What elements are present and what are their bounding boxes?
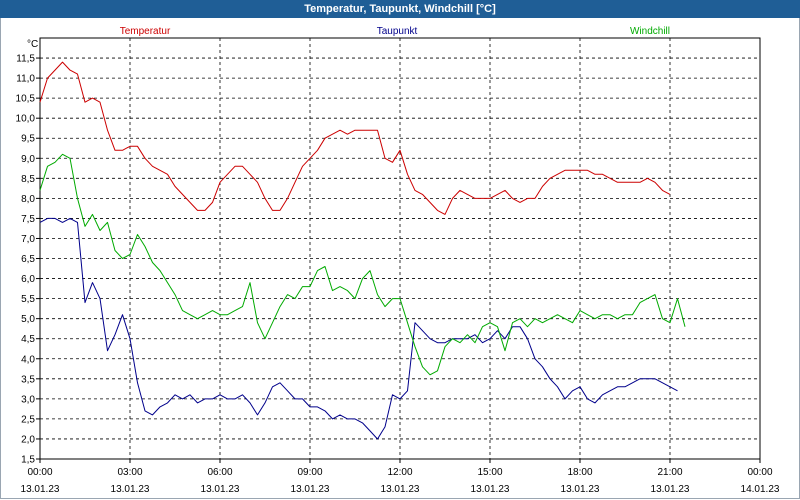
y-tick-label: 4,0	[21, 354, 35, 365]
y-tick-label: 5,0	[21, 314, 35, 325]
series-line-temperatur	[39, 61, 671, 215]
y-tick-label: 2,0	[21, 434, 35, 445]
y-tick-label: 11,5	[16, 54, 35, 65]
x-tick-date-label: 13.01.23	[381, 484, 420, 495]
x-tick-date-label: 13.01.23	[561, 484, 600, 495]
y-tick-label: 9,0	[21, 154, 35, 165]
legend-entry-windchill: Windchill	[630, 26, 670, 37]
legend-entry-temperatur: Temperatur	[120, 26, 171, 37]
legend-entry-taupunkt: Taupunkt	[377, 26, 418, 37]
y-tick-label: 8,5	[21, 174, 35, 185]
x-tick-time-label: 00:00	[747, 467, 772, 478]
y-tick-label: 7,0	[21, 234, 35, 245]
y-tick-label: 11,0	[16, 74, 35, 85]
y-tick-label: 9,5	[21, 134, 35, 145]
x-tick-date-label: 13.01.23	[21, 484, 60, 495]
x-tick-date-label: 13.01.23	[651, 484, 690, 495]
y-tick-label: 5,5	[21, 294, 35, 305]
x-tick-date-label: 13.01.23	[201, 484, 240, 495]
x-tick-date-label: 13.01.23	[471, 484, 510, 495]
x-tick-date-label: 13.01.23	[291, 484, 330, 495]
chart-title: Temperatur, Taupunkt, Windchill [°C]	[0, 0, 800, 18]
y-tick-label: 6,5	[21, 254, 35, 265]
y-tick-label: 2,5	[21, 414, 35, 425]
x-tick-time-label: 18:00	[567, 467, 592, 478]
series-line-taupunkt	[39, 217, 678, 440]
x-tick-time-label: 21:00	[657, 467, 682, 478]
y-tick-label: 1,5	[21, 455, 35, 466]
y-axis-unit-label: °C	[27, 39, 38, 50]
x-tick-time-label: 12:00	[387, 467, 412, 478]
x-tick-time-label: 09:00	[297, 467, 322, 478]
x-tick-time-label: 03:00	[117, 467, 142, 478]
y-tick-label: 8,0	[21, 194, 35, 205]
y-tick-label: 3,0	[21, 394, 35, 405]
y-tick-label: 3,5	[21, 374, 35, 385]
y-tick-label: 10,0	[16, 114, 36, 125]
x-tick-time-label: 00:00	[27, 467, 52, 478]
series-line-windchill	[39, 153, 686, 376]
x-tick-date-label: 14.01.23	[741, 484, 780, 495]
y-tick-label: 7,5	[21, 214, 35, 225]
x-tick-time-label: 15:00	[477, 467, 502, 478]
y-tick-label: 6,0	[21, 274, 35, 285]
x-tick-date-label: 13.01.23	[111, 484, 150, 495]
y-tick-label: 10,5	[16, 94, 36, 105]
x-tick-time-label: 06:00	[207, 467, 232, 478]
y-tick-label: 4,5	[21, 334, 35, 345]
